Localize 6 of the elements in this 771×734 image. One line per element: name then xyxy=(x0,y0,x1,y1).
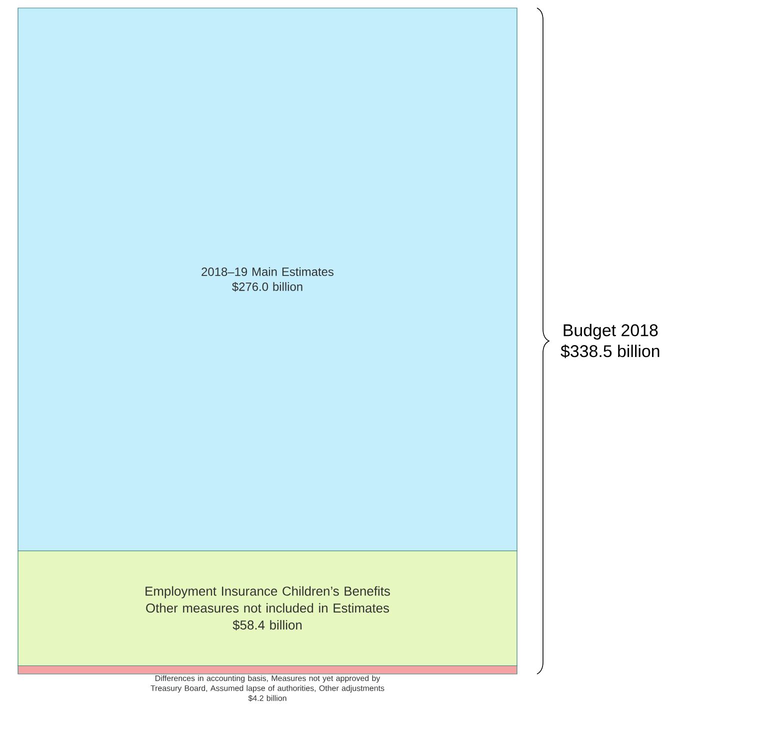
total-label: $338.5 billion xyxy=(560,344,660,358)
data-label: $276.0 billion xyxy=(232,282,302,292)
series-label: Employment Insurance Children’s Benefits Other measures not included in Estimates xyxy=(146,586,390,613)
data-label: $58.4 billion xyxy=(232,620,302,630)
text: Budget 2018 xyxy=(564,324,658,340)
series-label: 2018–19 Main Estimates xyxy=(202,267,334,276)
